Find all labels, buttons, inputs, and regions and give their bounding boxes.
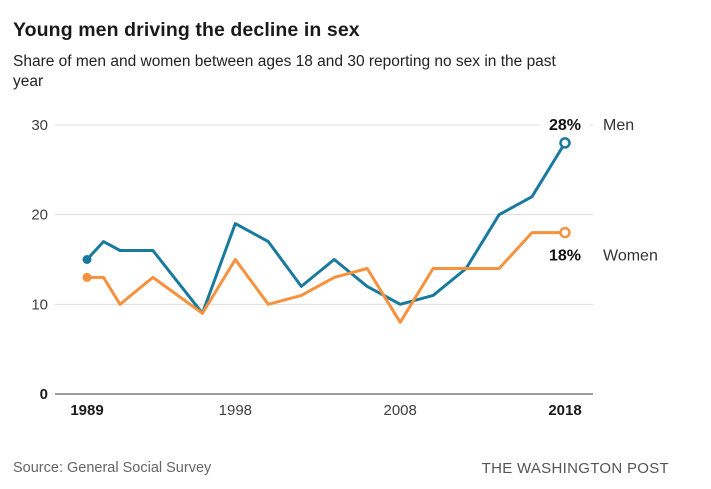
men-series-line	[85, 141, 567, 315]
publisher-credit: THE WASHINGTON POST	[481, 460, 669, 477]
x-tick-label-1998: 1998	[219, 402, 252, 419]
women-end-marker	[559, 226, 571, 239]
men-end-label-backing	[540, 113, 590, 134]
men-end-marker	[559, 137, 571, 149]
women-end-value-label: 18%	[549, 248, 581, 265]
y-tick-label-0: 0	[40, 386, 48, 403]
women-end-label-backing	[540, 244, 590, 265]
x-tick-label-2008: 2008	[383, 402, 416, 419]
men-end-value-label: 28%	[549, 117, 581, 134]
source-note: Source: General Social Survey	[13, 460, 212, 476]
women-series-line	[85, 231, 567, 324]
chart-title: Young men driving the decline in sex	[13, 19, 360, 42]
chart-subtitle-line-2: year	[13, 72, 44, 90]
y-tick-label-20: 20	[31, 207, 48, 224]
men-series-label: Men	[603, 117, 634, 134]
chart-subtitle-line-1: Share of men and women between ages 18 a…	[13, 52, 556, 70]
x-tick-label-1989: 1989	[70, 402, 103, 419]
chart-subtitle: Share of men and women between ages 18 a…	[13, 52, 556, 92]
women-start-dot	[82, 272, 92, 282]
y-tick-label-10: 10	[31, 296, 48, 313]
women-series-label: Women	[603, 248, 658, 265]
x-tick-label-2018: 2018	[548, 402, 581, 419]
y-tick-label-30: 30	[31, 117, 48, 134]
men-start-dot	[82, 255, 92, 264]
line-chart: 30 20 10 0 1989 1998 2008 2018 28% Men 18% Women	[31, 113, 658, 419]
